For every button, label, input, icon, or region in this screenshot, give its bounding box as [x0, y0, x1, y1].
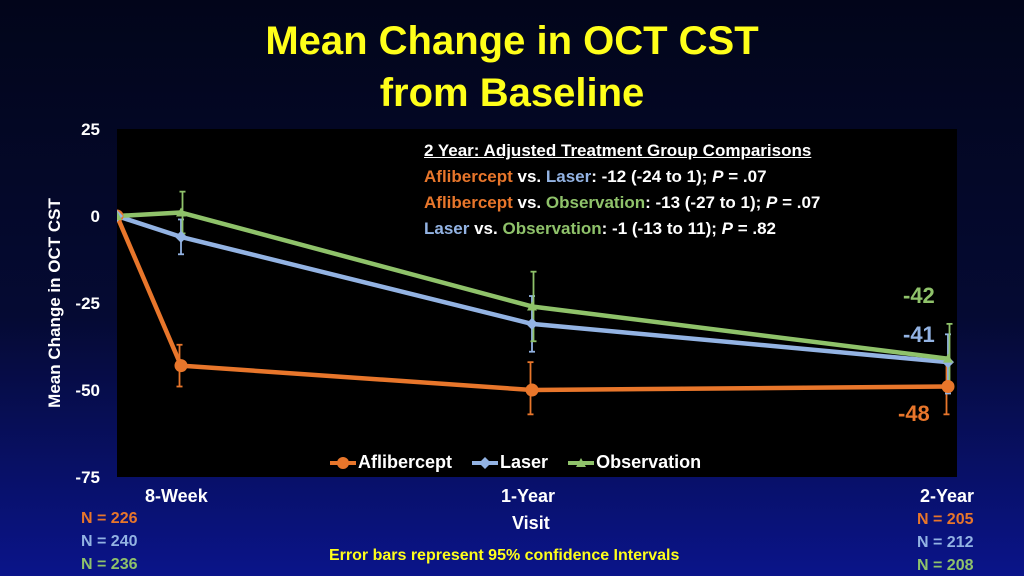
comparison-p-symbol: P — [721, 219, 733, 238]
data-point-observation — [176, 207, 186, 217]
legend-item-aflibercept: Aflibercept — [330, 452, 452, 473]
y-tick-label: -75 — [75, 468, 100, 487]
footnote: Error bars represent 95% confidence Inte… — [329, 547, 680, 564]
n-count-laser-week8: N = 240 — [81, 533, 138, 550]
legend-label: Observation — [596, 452, 702, 472]
comparison-row: Aflibercept vs. Observation: -13 (-27 to… — [424, 190, 820, 216]
data-point-aflibercept — [941, 380, 955, 394]
data-point-aflibercept — [525, 383, 539, 397]
y-tick-label: -25 — [75, 294, 100, 313]
y-axis-label: Mean Change in OCT CST — [45, 198, 64, 408]
comparison-estimate: : -13 (-27 to 1); — [645, 193, 766, 212]
x-axis-label: Visit — [512, 513, 550, 533]
comparison-vs: vs. — [512, 167, 546, 186]
y-tick-label: -50 — [75, 381, 100, 400]
comparison-p-symbol: P — [712, 167, 724, 186]
data-point-laser — [526, 317, 538, 330]
y-tick-label: 25 — [81, 120, 100, 139]
legend-item-observation: Observation — [568, 452, 701, 473]
comparison-p-symbol: P — [766, 193, 778, 212]
comparison-p-value: = .07 — [723, 167, 767, 186]
comparison-group-b: Laser — [545, 167, 592, 186]
legend-marker-triangle — [568, 457, 595, 467]
comparison-p-value: = .07 — [777, 193, 821, 212]
legend: Aflibercept Laser Observation — [330, 452, 701, 473]
n-count-aflibercept-week8: N = 226 — [81, 510, 138, 527]
legend-marker-diamond — [472, 456, 499, 469]
data-point-observation — [527, 301, 537, 311]
n-count-aflibercept-year2: N = 205 — [917, 511, 974, 528]
end-label-laser: -41 — [903, 322, 935, 347]
y-tick-label: 0 — [90, 207, 100, 226]
comparison-group-b: Observation — [502, 219, 602, 238]
data-point-observation — [943, 353, 953, 363]
x-category-week8: 8-Week — [145, 486, 208, 506]
legend-label: Aflibercept — [358, 452, 453, 472]
n-count-observation-week8: N = 236 — [81, 556, 138, 573]
legend-item-laser: Laser — [472, 452, 548, 473]
comparison-vs: vs. — [469, 219, 503, 238]
chart-title-line1: Mean Change in OCT CST — [265, 19, 759, 63]
comparison-row: Laser vs. Observation: -1 (-13 to 11); P… — [424, 216, 820, 242]
comparisons-heading: 2 Year: Adjusted Treatment Group Compari… — [424, 141, 812, 160]
x-category-year1: 1-Year — [501, 486, 556, 506]
end-label-observation: -42 — [903, 283, 935, 308]
data-point-observation — [117, 211, 122, 220]
comparison-group-a: Aflibercept — [424, 193, 513, 212]
series-line-observation — [117, 210, 949, 361]
plot-area — [117, 129, 957, 477]
chart-title-line2: from Baseline — [379, 71, 645, 115]
comparison-group-a: Laser — [424, 219, 470, 238]
n-count-observation-year2: N = 208 — [917, 557, 974, 574]
comparison-row: Aflibercept vs. Laser: -12 (-24 to 1); P… — [424, 164, 820, 190]
series-line-laser — [117, 213, 949, 365]
end-label-aflibercept: -48 — [898, 401, 930, 426]
comparison-group-b: Observation — [545, 193, 646, 212]
comparisons-box: 2 Year: Adjusted Treatment Group Compari… — [424, 138, 820, 242]
comparison-vs: vs. — [512, 193, 546, 212]
chart-svg — [117, 190, 955, 416]
comparison-p-value: = .82 — [732, 219, 776, 238]
comparison-estimate: : -12 (-24 to 1); — [591, 167, 713, 186]
comparison-estimate: : -1 (-13 to 11); — [601, 219, 722, 238]
legend-marker-circle — [330, 456, 356, 469]
n-count-laser-year2: N = 212 — [917, 534, 974, 551]
data-point-laser — [175, 230, 187, 243]
x-category-year2: 2-Year — [920, 486, 975, 506]
comparison-group-a: Aflibercept — [424, 167, 513, 186]
data-point-aflibercept — [174, 359, 188, 373]
legend-label: Laser — [500, 452, 549, 472]
series-line-aflibercept — [117, 215, 949, 393]
